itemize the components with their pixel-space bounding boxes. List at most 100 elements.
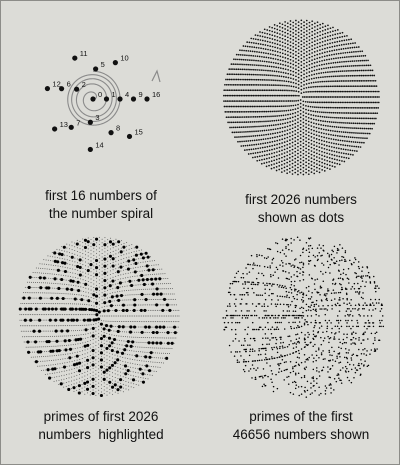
number-dot — [112, 393, 114, 395]
number-dot — [310, 160, 313, 163]
number-dot — [310, 86, 312, 88]
number-dot — [310, 171, 313, 173]
number-dot — [352, 85, 355, 88]
number-dot — [174, 315, 176, 317]
spiral-label: 3 — [95, 113, 99, 122]
number-dot — [346, 322, 348, 324]
number-dot — [310, 117, 313, 120]
number-dot — [293, 100, 295, 102]
number-dot — [271, 45, 274, 48]
number-dot — [335, 151, 338, 153]
number-dot — [79, 244, 81, 246]
number-dot — [307, 116, 310, 119]
number-dot — [371, 122, 374, 125]
number-dot — [334, 360, 337, 363]
number-dot — [294, 122, 297, 125]
number-dot — [106, 309, 110, 313]
number-dot — [291, 159, 294, 161]
number-dot — [98, 393, 100, 395]
number-dot — [268, 314, 270, 317]
number-dot — [296, 266, 299, 269]
number-dot — [240, 94, 243, 97]
number-dot — [335, 57, 337, 60]
number-dot — [157, 278, 159, 280]
number-dot — [249, 50, 252, 52]
spiral-point — [74, 86, 80, 92]
number-dot — [274, 74, 276, 77]
number-dot — [71, 364, 73, 366]
number-dot — [339, 299, 341, 301]
number-dot — [123, 315, 125, 317]
number-dot — [331, 85, 334, 88]
number-dot — [137, 278, 141, 282]
number-dot — [320, 96, 323, 98]
number-dot — [103, 293, 107, 297]
number-dot — [347, 313, 349, 316]
number-dot — [52, 335, 53, 337]
number-dot — [337, 139, 340, 141]
number-dot — [279, 123, 282, 125]
number-dot — [131, 358, 133, 360]
number-dot — [121, 304, 123, 306]
number-dot — [239, 303, 242, 305]
number-dot — [303, 80, 305, 83]
number-dot — [350, 51, 353, 53]
number-dot — [135, 284, 137, 286]
number-dot — [285, 109, 288, 112]
number-dot — [130, 315, 132, 317]
number-dot — [261, 120, 263, 123]
number-dot — [251, 59, 253, 62]
number-dot — [339, 126, 342, 129]
number-dot — [371, 79, 373, 82]
number-dot — [302, 114, 305, 117]
number-dot — [300, 261, 303, 263]
number-dot — [261, 347, 264, 350]
number-dot — [86, 358, 90, 362]
number-dot — [313, 69, 316, 72]
number-dot — [294, 280, 296, 283]
number-dot — [47, 346, 49, 348]
number-dot — [251, 350, 254, 352]
number-dot — [269, 69, 271, 72]
number-dot — [139, 331, 141, 333]
number-dot — [299, 140, 302, 143]
number-dot — [287, 69, 289, 71]
number-dot — [293, 380, 296, 383]
number-dot — [300, 57, 303, 60]
number-dot — [289, 48, 292, 50]
number-dot — [337, 126, 340, 129]
number-dot — [167, 309, 169, 311]
number-dot — [154, 298, 156, 300]
number-dot — [38, 276, 42, 280]
number-dot — [51, 330, 53, 332]
number-dot — [27, 297, 29, 299]
number-dot — [266, 94, 269, 97]
number-dot — [162, 273, 164, 275]
number-dot — [132, 363, 134, 365]
number-dot — [151, 282, 155, 286]
number-dot — [274, 84, 276, 86]
number-dot — [349, 153, 352, 156]
number-dot — [132, 346, 134, 348]
number-dot — [300, 291, 303, 294]
number-dot — [372, 101, 375, 104]
number-dot — [24, 307, 28, 311]
number-dot — [268, 164, 270, 167]
number-dot — [360, 122, 363, 125]
number-dot — [295, 57, 297, 60]
number-dot — [23, 325, 25, 327]
number-dot — [257, 130, 259, 132]
number-dot — [113, 310, 115, 312]
number-dot — [313, 51, 316, 53]
number-dot — [68, 244, 70, 246]
number-dot — [224, 83, 226, 86]
number-dot — [338, 96, 340, 98]
number-dot — [51, 273, 53, 275]
number-dot — [50, 325, 52, 327]
number-dot — [350, 96, 353, 98]
number-dot — [149, 337, 151, 339]
number-dot — [51, 377, 53, 379]
number-dot — [175, 326, 177, 328]
number-dot — [316, 57, 319, 60]
number-dot — [34, 272, 36, 274]
